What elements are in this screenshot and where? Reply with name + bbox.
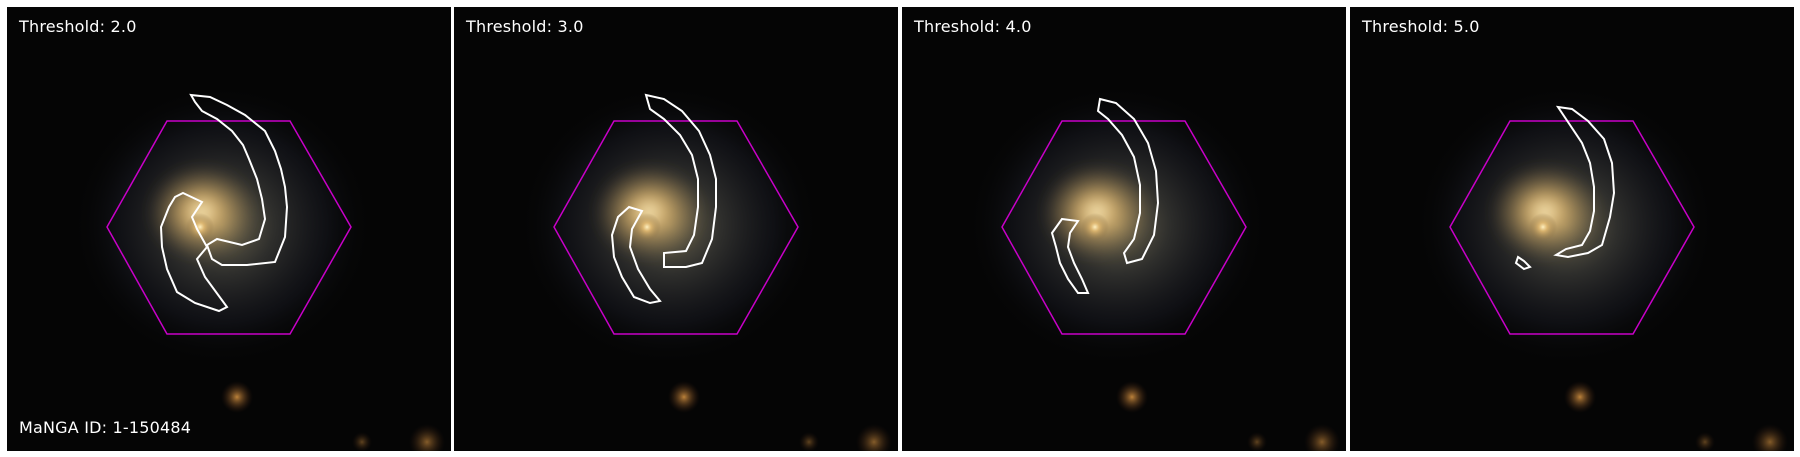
- galaxy-image: [7, 7, 451, 451]
- galaxy-image: [902, 7, 1346, 451]
- manga-id-label: MaNGA ID: 1-150484: [19, 418, 191, 437]
- panel-threshold-4: Threshold: 4.0: [902, 7, 1346, 451]
- threshold-label: Threshold: 4.0: [914, 17, 1032, 36]
- panel-threshold-2: Threshold: 2.0 MaNGA ID: 1-150484: [7, 7, 451, 451]
- galaxy-image: [1350, 7, 1794, 451]
- galaxy-image: [454, 7, 898, 451]
- threshold-label: Threshold: 3.0: [466, 17, 584, 36]
- panel-threshold-5: Threshold: 5.0: [1350, 7, 1794, 451]
- threshold-label: Threshold: 2.0: [19, 17, 137, 36]
- threshold-label: Threshold: 5.0: [1362, 17, 1480, 36]
- panel-threshold-3: Threshold: 3.0: [454, 7, 898, 451]
